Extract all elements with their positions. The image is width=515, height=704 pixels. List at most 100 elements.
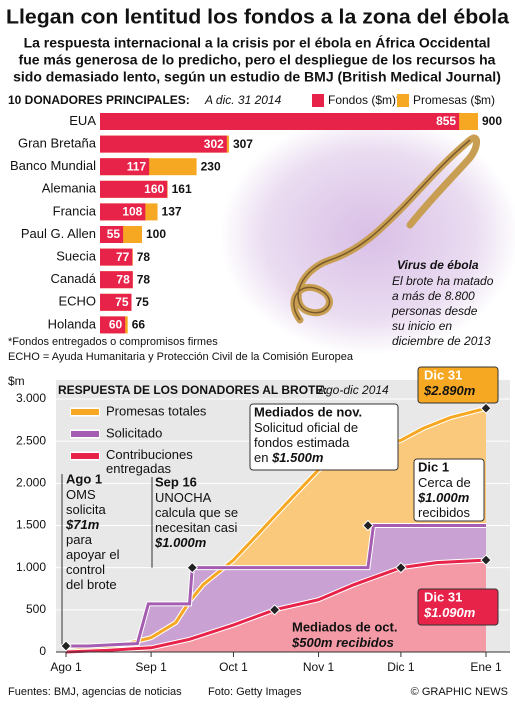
category-label: ECHO — [58, 294, 96, 309]
annotation-box — [413, 458, 485, 522]
annotation-text: Solicitud oficial de — [254, 420, 358, 435]
value-label: 230 — [201, 159, 221, 173]
value-label: 117 — [127, 159, 147, 173]
value-label: 60 — [109, 318, 123, 332]
chart-subtitle: Ago-dic 2014 — [317, 383, 389, 397]
annotation-text: UNOCHA — [155, 490, 212, 505]
annotation-title: Mediados de oct. — [292, 619, 397, 634]
footer-photo: Foto: Getty Images — [208, 686, 302, 698]
footer-credit: © GRAPHIC NEWS — [411, 686, 508, 698]
category-label: Paul G. Allen — [21, 226, 96, 241]
chart-subtitle: A dic. 31 2014 — [204, 93, 282, 107]
y-tick-label: 2.000 — [16, 476, 46, 490]
value-label: 77 — [116, 250, 130, 264]
legend-swatch — [397, 94, 409, 107]
annotation-text: $1.090m — [423, 605, 476, 620]
category-label: Holanda — [48, 316, 97, 331]
bar — [100, 180, 168, 198]
annotation-text: para — [66, 532, 93, 547]
annotation-text: fondos estimada — [254, 435, 350, 450]
annotation-title: Sep 16 — [155, 474, 197, 489]
note: ECHO = Ayuda Humanitaria y Protección Ci… — [8, 351, 354, 363]
annotation-text: del brote — [66, 577, 117, 592]
caption-line: El brote ha matado — [392, 274, 494, 288]
category-label: Banco Mundial — [10, 158, 96, 173]
caption-title: Virus de ébola — [397, 258, 479, 272]
value-label: 78 — [116, 272, 130, 286]
y-tick-label: 1.000 — [16, 560, 46, 574]
value-label: 900 — [482, 114, 502, 128]
annotation-box — [417, 588, 499, 626]
bar — [100, 158, 150, 176]
annotation-text: necesitan casi — [155, 520, 237, 535]
chart-title: Respuesta de los Donadores al Brote: — [58, 383, 327, 397]
annotation-box — [417, 366, 499, 404]
x-tick-label: Dic 1 — [387, 660, 415, 674]
annotation-marker — [480, 554, 492, 566]
annotation-title: Dic 1 — [418, 459, 449, 474]
subtitle: fue más generosa de lo predicho, pero el… — [19, 52, 496, 68]
category-label: Alemania — [42, 181, 97, 196]
bar — [100, 293, 132, 311]
legend-label: Contribuciones entregadas — [106, 447, 193, 476]
value-label: 302 — [204, 137, 224, 151]
y-axis-label: $m — [8, 374, 25, 388]
caption-line: su inicio en — [392, 319, 452, 333]
annotation-marker — [362, 519, 374, 532]
caption-line: diciembre de 2013 — [392, 334, 491, 348]
annotation-text: OMS — [66, 487, 96, 502]
bar — [100, 271, 133, 289]
legend-label: Promesas totales — [106, 403, 207, 418]
annotation-text: $2.890m — [423, 383, 476, 398]
line — [65, 406, 487, 653]
value-label: 160 — [144, 182, 164, 196]
annotation-marker — [395, 561, 407, 574]
category-label: Canadá — [50, 271, 96, 286]
legend-label: Promesas ($m) — [413, 93, 495, 107]
value-label: 307 — [233, 137, 253, 151]
bar — [100, 113, 460, 130]
value-label: 66 — [132, 318, 146, 332]
value-label: 75 — [115, 295, 129, 309]
y-tick-label: 3.000 — [16, 391, 46, 405]
annotation-box — [249, 403, 399, 471]
bar — [100, 135, 227, 153]
value-label: 100 — [146, 227, 166, 241]
y-tick-label: 0 — [39, 644, 46, 658]
annotation-text: $71m — [65, 517, 100, 532]
x-tick-label: Nov 1 — [303, 660, 335, 674]
value-label: 75 — [136, 295, 150, 309]
area — [66, 560, 486, 652]
legend-swatch — [312, 94, 324, 107]
annotation-text: $1.000m — [417, 490, 470, 505]
annotation-title: Mediados de nov. — [254, 404, 362, 419]
annotation-text: $1.000m — [154, 535, 207, 550]
annotation-title: Dic 31 — [424, 367, 462, 382]
annotation-text: recibidos — [418, 505, 471, 520]
virus-photo — [220, 115, 515, 355]
x-tick-label: Oct 1 — [219, 660, 248, 674]
value-label: 78 — [137, 250, 151, 264]
annotation-text: en $1.500m — [254, 450, 324, 465]
category-label: EUA — [69, 113, 96, 128]
annotation-text: $500m recibidos — [291, 635, 394, 650]
x-tick-label: Ago 1 — [50, 660, 82, 674]
bar — [100, 316, 126, 334]
annotation-text: control — [66, 562, 105, 577]
legend-label: Fondos ($m)* — [328, 93, 401, 107]
chart-title: 10 Donadores Principales: — [8, 93, 190, 107]
note: *Fondos entregados o compromisos firmes — [8, 336, 218, 348]
caption-line: personas desde — [391, 304, 478, 318]
annotation-marker — [186, 561, 198, 574]
annotation-marker — [60, 640, 72, 652]
category-label: Francia — [53, 203, 97, 218]
annotation-title: Dic 31 — [424, 589, 462, 604]
bar — [100, 226, 124, 243]
annotation-text: solicita — [66, 502, 107, 517]
category-label: Suecia — [56, 249, 97, 264]
footer-sources: Fuentes: BMJ, agencias de noticias — [8, 686, 182, 698]
subtitle: sido demasiado lento, según un estudio d… — [13, 69, 501, 85]
bar — [100, 203, 146, 221]
value-label: 55 — [107, 227, 121, 241]
